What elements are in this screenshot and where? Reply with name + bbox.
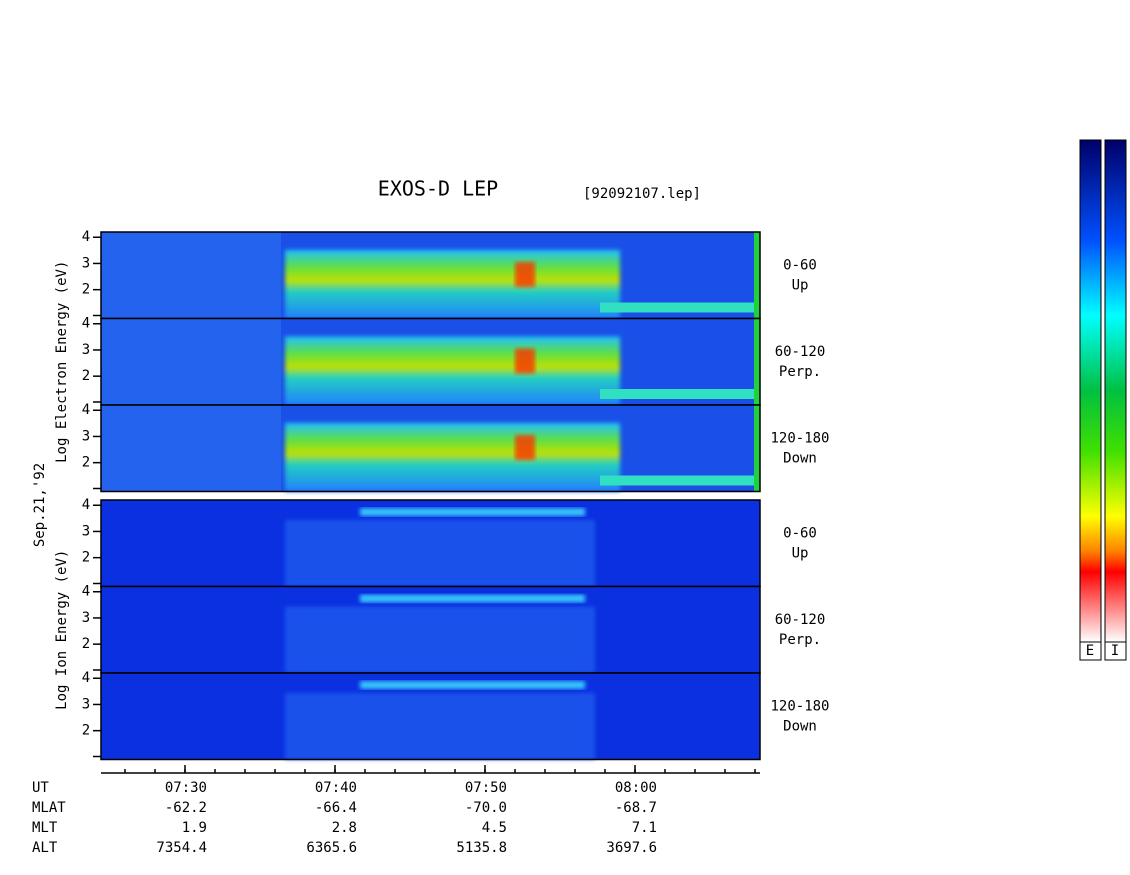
row-label: MLAT xyxy=(32,800,66,816)
axis-value: 5135.8 xyxy=(456,840,507,856)
y-tick-label: 3 xyxy=(82,523,90,539)
y-axis-label: Log Electron Energy (eV) xyxy=(54,261,70,463)
spectrogram-edge xyxy=(754,232,760,319)
spectrogram-post xyxy=(600,389,755,399)
spectrogram-band xyxy=(360,681,585,689)
axis-value: 7.1 xyxy=(632,820,657,836)
y-tick-label: 4 xyxy=(82,670,90,686)
y-tick-label: 2 xyxy=(82,368,90,384)
y-tick-label: 4 xyxy=(82,316,90,332)
panel-label: Perp. xyxy=(779,364,821,380)
spectrogram-event xyxy=(285,520,595,587)
row-label: MLT xyxy=(32,820,58,836)
colorbar xyxy=(1104,139,1127,643)
colorbar-label: E xyxy=(1086,643,1094,659)
panel-label: Down xyxy=(783,718,817,734)
y-tick-label: 3 xyxy=(82,428,90,444)
spectrogram-post xyxy=(600,475,755,486)
axis-value: 1.9 xyxy=(182,820,207,836)
spectrogram-event xyxy=(285,336,620,405)
y-tick-label: 3 xyxy=(82,610,90,626)
colorbar xyxy=(1079,139,1102,643)
y-tick-label: 2 xyxy=(82,282,90,298)
spectrogram-pre xyxy=(101,232,281,319)
row-label: ALT xyxy=(32,840,58,856)
y-tick-label: 2 xyxy=(82,723,90,739)
y-tick-label: 2 xyxy=(82,455,90,471)
y-tick-label: 3 xyxy=(82,342,90,358)
y-tick-label: 4 xyxy=(82,229,90,245)
axis-value: -66.4 xyxy=(315,800,357,816)
y-tick-label: 4 xyxy=(82,497,90,513)
panel-frame xyxy=(100,672,761,761)
colorbar-box xyxy=(1079,641,1102,661)
panel-label: 60-120 xyxy=(775,612,826,628)
y-tick-label: 3 xyxy=(82,696,90,712)
panel-label: 0-60 xyxy=(783,525,817,541)
spectrogram-hot xyxy=(515,262,535,287)
axis-value: -68.7 xyxy=(615,800,657,816)
y-tick-label: 2 xyxy=(82,636,90,652)
spectrogram-event xyxy=(285,423,620,492)
spectrogram-pre xyxy=(101,318,281,405)
axis-value: 3697.6 xyxy=(606,840,657,856)
spectrogram-event xyxy=(285,250,620,319)
date-label: Sep.21,'92 xyxy=(32,463,48,547)
axis-value: 07:50 xyxy=(465,780,507,796)
axis-value: 07:40 xyxy=(315,780,357,796)
panel-label: 60-120 xyxy=(775,344,826,360)
axis-value: 4.5 xyxy=(482,820,507,836)
y-tick-label: 2 xyxy=(82,550,90,566)
panel-label: Up xyxy=(792,277,809,293)
spectrogram-event xyxy=(285,693,595,760)
spectrogram-band xyxy=(360,508,585,516)
axis-value: -70.0 xyxy=(465,800,507,816)
spectrogram-pre xyxy=(101,405,281,492)
spectrogram-edge xyxy=(754,405,760,492)
spectrogram-edge xyxy=(754,318,760,405)
panel-label: 120-180 xyxy=(770,698,829,714)
y-tick-label: 4 xyxy=(82,584,90,600)
spectrogram-band xyxy=(360,594,585,603)
chart-title: EXOS-D LEP xyxy=(378,177,498,201)
spectrogram-hot xyxy=(515,435,535,460)
spectrogram-hot xyxy=(515,348,535,374)
spectrogram-post xyxy=(600,302,755,313)
file-label: [92092107.lep] xyxy=(583,186,701,202)
y-tick-label: 4 xyxy=(82,402,90,418)
panel-frame xyxy=(100,404,761,493)
panel-label: 0-60 xyxy=(783,257,817,273)
row-label: UT xyxy=(32,780,49,796)
panel-label: Up xyxy=(792,545,809,561)
panel-label: Down xyxy=(783,450,817,466)
panel-label: Perp. xyxy=(779,632,821,648)
axis-value: 08:00 xyxy=(615,780,657,796)
panel-label: 120-180 xyxy=(770,430,829,446)
axis-value: 07:30 xyxy=(165,780,207,796)
axis-value: -62.2 xyxy=(165,800,207,816)
axis-value: 6365.6 xyxy=(306,840,357,856)
y-tick-label: 3 xyxy=(82,255,90,271)
axis-value: 7354.4 xyxy=(156,840,207,856)
axis-value: 2.8 xyxy=(332,820,357,836)
y-axis-label: Log Ion Energy (eV) xyxy=(54,550,70,710)
colorbar-label: I xyxy=(1111,643,1119,659)
colorbar-box xyxy=(1104,641,1127,661)
spectrogram-event xyxy=(285,606,595,673)
colorbars: E I xyxy=(1079,139,1127,661)
